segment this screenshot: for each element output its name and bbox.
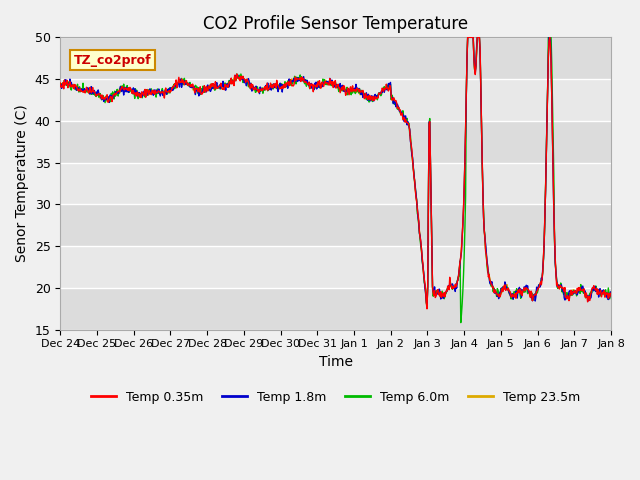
Bar xyxy=(60,204,611,246)
Bar xyxy=(60,288,611,330)
Bar xyxy=(60,79,611,121)
Bar xyxy=(60,163,611,204)
Title: CO2 Profile Sensor Temperature: CO2 Profile Sensor Temperature xyxy=(203,15,468,33)
Bar xyxy=(60,121,611,163)
X-axis label: Time: Time xyxy=(319,355,353,369)
Text: TZ_co2prof: TZ_co2prof xyxy=(74,54,152,67)
Y-axis label: Senor Temperature (C): Senor Temperature (C) xyxy=(15,105,29,263)
Bar xyxy=(60,246,611,288)
Bar xyxy=(60,37,611,79)
Legend: Temp 0.35m, Temp 1.8m, Temp 6.0m, Temp 23.5m: Temp 0.35m, Temp 1.8m, Temp 6.0m, Temp 2… xyxy=(86,385,586,408)
